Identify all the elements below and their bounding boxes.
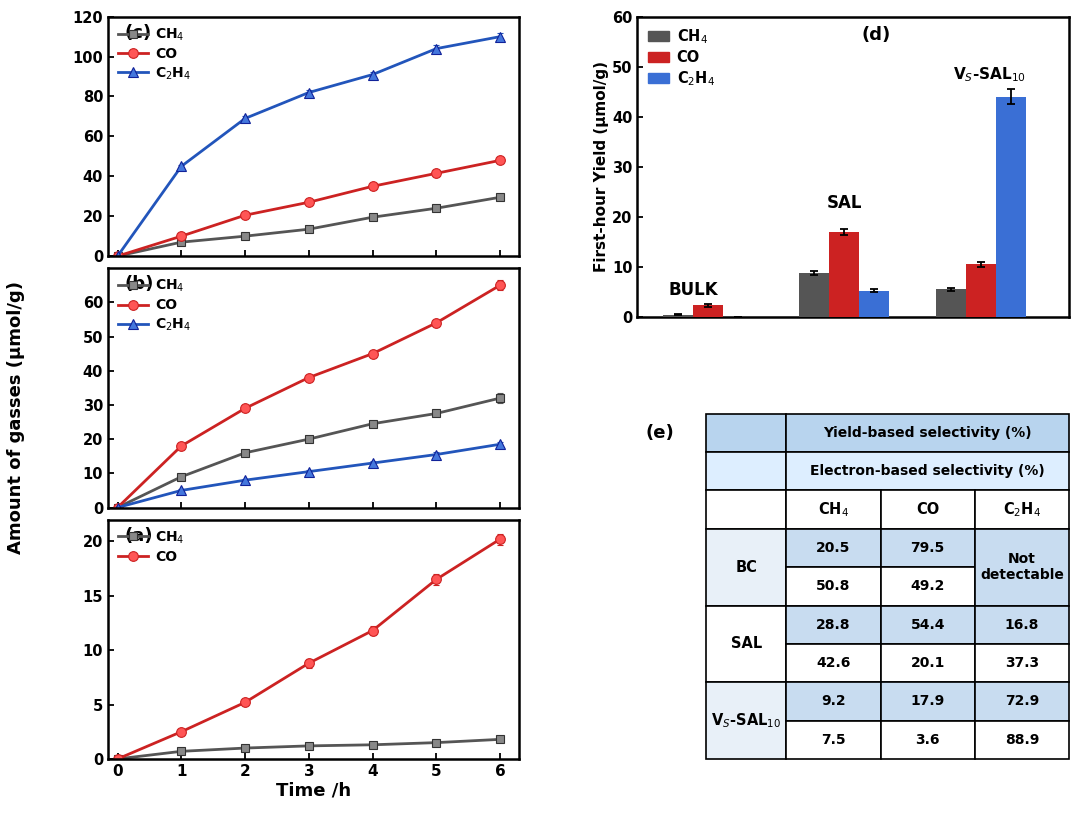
Legend: CH$_4$, CO, C$_2$H$_4$: CH$_4$, CO, C$_2$H$_4$: [114, 275, 194, 336]
Text: Not
detectable: Not detectable: [981, 552, 1064, 582]
Text: Electron-based selectivity (%): Electron-based selectivity (%): [810, 465, 1045, 478]
Legend: CH$_4$, CO: CH$_4$, CO: [114, 526, 188, 566]
Y-axis label: First-hour Yield (μmol/g): First-hour Yield (μmol/g): [594, 61, 609, 272]
Bar: [975, 605, 1069, 644]
Text: BULK: BULK: [669, 281, 718, 299]
Bar: [829, 232, 860, 317]
Bar: [975, 490, 1069, 529]
Text: V$_S$-SAL$_{10}$: V$_S$-SAL$_{10}$: [712, 711, 782, 730]
Text: Amount of gasses (μmol/g): Amount of gasses (μmol/g): [8, 280, 25, 554]
Bar: [706, 605, 786, 682]
Bar: [975, 644, 1069, 682]
Bar: [786, 452, 1069, 490]
Bar: [786, 414, 1069, 452]
Text: 79.5: 79.5: [910, 541, 945, 555]
Bar: [706, 682, 786, 759]
Bar: [975, 721, 1069, 759]
Text: 3.6: 3.6: [916, 733, 940, 746]
Bar: [975, 682, 1069, 721]
Text: SAL: SAL: [731, 636, 762, 651]
Bar: [663, 315, 693, 317]
Text: 50.8: 50.8: [816, 580, 851, 593]
Bar: [786, 682, 880, 721]
Bar: [786, 490, 880, 529]
Bar: [880, 567, 975, 605]
Text: 16.8: 16.8: [1004, 618, 1039, 631]
Legend: CH$_4$, CO, C$_2$H$_4$: CH$_4$, CO, C$_2$H$_4$: [114, 23, 194, 84]
Text: (e): (e): [646, 424, 675, 442]
Text: 9.2: 9.2: [821, 695, 846, 708]
Text: 7.5: 7.5: [821, 733, 846, 746]
Text: 54.4: 54.4: [910, 618, 945, 631]
Text: (a): (a): [124, 527, 153, 545]
Text: (d): (d): [862, 26, 891, 43]
Bar: [786, 644, 880, 682]
Text: C$_2$H$_4$: C$_2$H$_4$: [1003, 500, 1041, 519]
Text: SAL: SAL: [826, 193, 862, 212]
Bar: [786, 529, 880, 567]
X-axis label: Time /h: Time /h: [276, 781, 351, 800]
Bar: [880, 490, 975, 529]
Text: 72.9: 72.9: [1004, 695, 1039, 708]
Bar: [996, 97, 1026, 317]
Legend: CH$_4$, CO, C$_2$H$_4$: CH$_4$, CO, C$_2$H$_4$: [645, 24, 718, 91]
Bar: [706, 452, 786, 490]
Text: 17.9: 17.9: [910, 695, 945, 708]
Text: 20.5: 20.5: [816, 541, 851, 555]
Bar: [966, 264, 996, 317]
Text: 20.1: 20.1: [910, 656, 945, 670]
Bar: [786, 605, 880, 644]
Bar: [706, 490, 786, 529]
Bar: [880, 721, 975, 759]
Bar: [880, 644, 975, 682]
Text: V$_S$-SAL$_{10}$: V$_S$-SAL$_{10}$: [953, 66, 1026, 84]
Bar: [880, 529, 975, 567]
Text: Yield-based selectivity (%): Yield-based selectivity (%): [823, 426, 1032, 440]
Bar: [786, 721, 880, 759]
Text: CH$_4$: CH$_4$: [818, 500, 849, 519]
Bar: [860, 291, 889, 317]
Text: 88.9: 88.9: [1004, 733, 1039, 746]
Text: CO: CO: [916, 502, 940, 517]
Bar: [706, 414, 786, 452]
Bar: [786, 567, 880, 605]
Text: (c): (c): [124, 24, 151, 42]
Bar: [975, 529, 1069, 605]
Bar: [706, 529, 786, 605]
Text: 37.3: 37.3: [1005, 656, 1039, 670]
Text: 42.6: 42.6: [816, 656, 851, 670]
Bar: [880, 682, 975, 721]
Bar: [935, 289, 966, 317]
Bar: [880, 605, 975, 644]
Bar: [799, 273, 829, 317]
Text: 28.8: 28.8: [816, 618, 851, 631]
Text: 49.2: 49.2: [910, 580, 945, 593]
Text: BC: BC: [735, 560, 757, 575]
Text: (b): (b): [124, 275, 153, 294]
Bar: [693, 305, 724, 317]
